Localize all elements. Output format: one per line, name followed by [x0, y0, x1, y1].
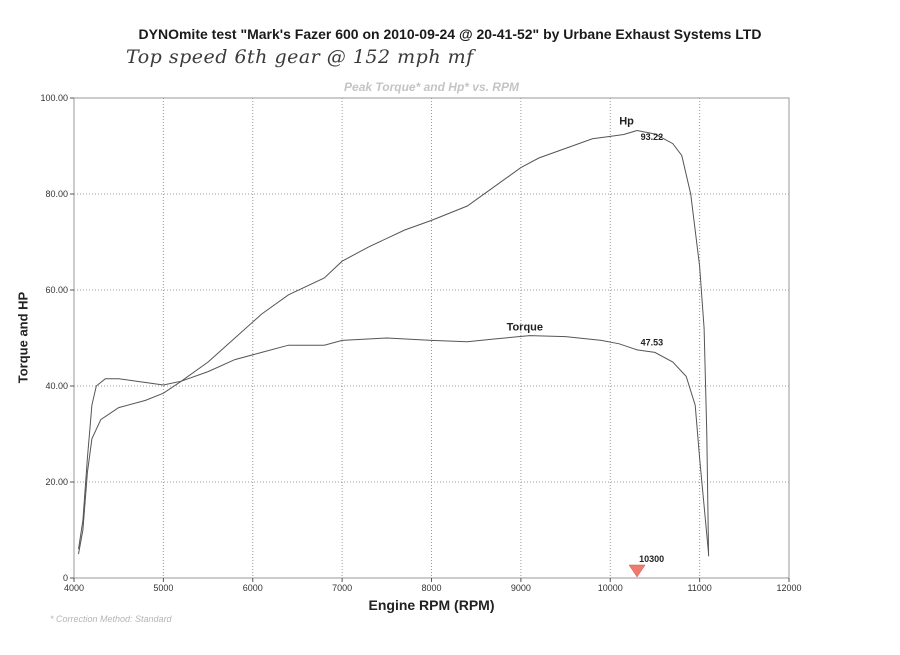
tick-labels: 4000 5000 6000 7000 8000 9000 10000 11000 12000 0…	[40, 93, 801, 593]
x-tick-label: 5000	[153, 583, 173, 593]
x-tick-label: 8000	[421, 583, 441, 593]
rpm-marker-triangle	[628, 564, 646, 578]
x-tick-label: 11000	[687, 583, 711, 593]
x-tick-label: 7000	[332, 583, 352, 593]
y-tick-label: 40.00	[45, 381, 68, 391]
handwritten-note: Top speed 6th gear @ 152 mph mf	[126, 46, 474, 68]
chart-title: DYNOmite test "Mark's Fazer 600 on 2010-…	[138, 26, 762, 42]
y-tick-label: 80.00	[45, 189, 68, 199]
rpm-marker-label: 10300	[639, 554, 664, 564]
chart-subtitle: Peak Torque* and Hp* vs. RPM	[344, 80, 519, 94]
x-tick-label: 10000	[598, 583, 623, 593]
torque-peak-value: 47.53	[641, 338, 664, 348]
correction-footnote: * Correction Method: Standard	[50, 614, 172, 624]
y-tick-label: 60.00	[45, 285, 68, 295]
series-line-hp	[78, 129, 710, 557]
x-tick-label: 4000	[64, 583, 84, 593]
y-tick-label: 0	[63, 573, 68, 583]
x-tick-label: 9000	[511, 583, 531, 593]
x-tick-label: 6000	[243, 583, 263, 593]
series-line-torque	[78, 335, 710, 555]
series-name-torque: Torque	[507, 321, 543, 333]
hp-peak-value: 93.22	[641, 132, 664, 142]
grid-lines	[74, 98, 789, 578]
series-lines	[78, 129, 710, 557]
axes	[70, 97, 790, 582]
y-tick-label: 100.00	[40, 93, 68, 103]
x-axis-label: Engine RPM (RPM)	[368, 597, 495, 613]
x-tick-label: 12000	[776, 583, 801, 593]
y-tick-label: 20.00	[45, 477, 68, 487]
annotations: Hp 93.22 Torque 47.53 10300	[507, 115, 664, 578]
series-name-hp: Hp	[619, 115, 634, 127]
